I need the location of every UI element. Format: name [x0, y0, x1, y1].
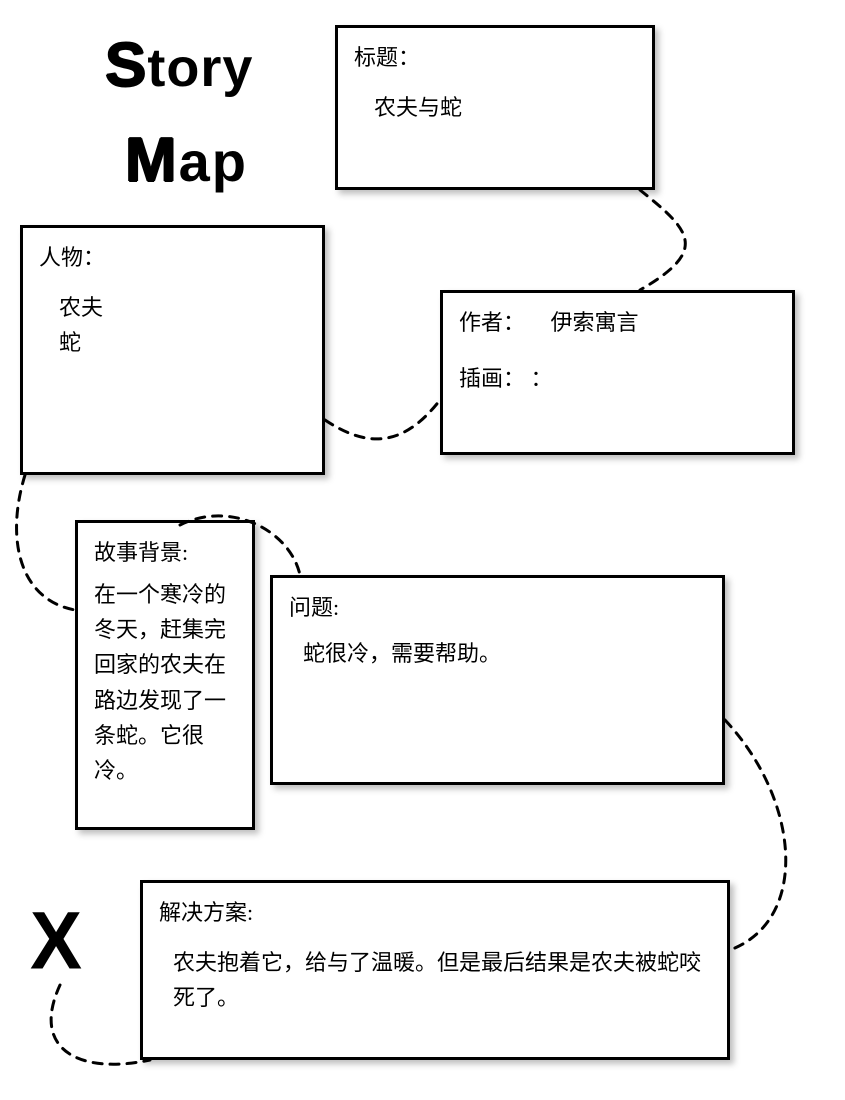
- connector-chars-setting: [17, 475, 75, 610]
- x-decoration: X: [30, 893, 82, 989]
- heading-story: Story: [105, 30, 253, 101]
- heading-rest-map: ap: [179, 130, 248, 193]
- heading-initial-s: S: [105, 30, 147, 101]
- heading-map: Map: [125, 125, 248, 196]
- box-setting: 故事背景: 在一个寒冷的冬天，赶集完回家的农夫在路边发现了一条蛇。它很冷。: [75, 520, 255, 830]
- connector-problem-solution: [725, 720, 786, 950]
- content-illustrator: ：: [531, 366, 553, 391]
- label-problem: 问题:: [289, 590, 706, 622]
- box-title: 标题： 农夫与蛇: [335, 25, 655, 190]
- label-solution: 解决方案:: [159, 895, 711, 927]
- box-problem: 问题: 蛇很冷，需要帮助。: [270, 575, 725, 785]
- content-author: 伊索寓言: [551, 305, 639, 337]
- label-characters: 人物：: [39, 240, 306, 272]
- label-illustrator: 插画： ：: [459, 361, 776, 393]
- content-setting: 在一个寒冷的冬天，赶集完回家的农夫在路边发现了一条蛇。它很冷。: [94, 577, 236, 788]
- label-title: 标题：: [354, 40, 636, 72]
- label-author: 作者： 伊索寓言: [459, 305, 776, 337]
- box-characters: 人物： 农夫 蛇: [20, 225, 325, 475]
- connector-title-author: [640, 190, 685, 290]
- connector-chars-author: [325, 400, 440, 439]
- label-setting: 故事背景:: [94, 535, 236, 567]
- content-problem: 蛇很冷，需要帮助。: [289, 630, 706, 671]
- label-illustrator-text: 插画：: [459, 366, 525, 391]
- connector-x-solution: [51, 985, 150, 1064]
- label-author-text: 作者：: [459, 310, 525, 335]
- content-title: 农夫与蛇: [354, 80, 636, 125]
- box-author: 作者： 伊索寓言 插画： ：: [440, 290, 795, 455]
- content-characters: 农夫 蛇: [39, 280, 306, 360]
- box-solution: 解决方案: 农夫抱着它，给与了温暖。但是最后结果是农夫被蛇咬死了。: [140, 880, 730, 1060]
- content-solution: 农夫抱着它，给与了温暖。但是最后结果是农夫被蛇咬死了。: [159, 935, 711, 1015]
- heading-rest-story: tory: [147, 38, 253, 98]
- heading-initial-m: M: [125, 125, 179, 196]
